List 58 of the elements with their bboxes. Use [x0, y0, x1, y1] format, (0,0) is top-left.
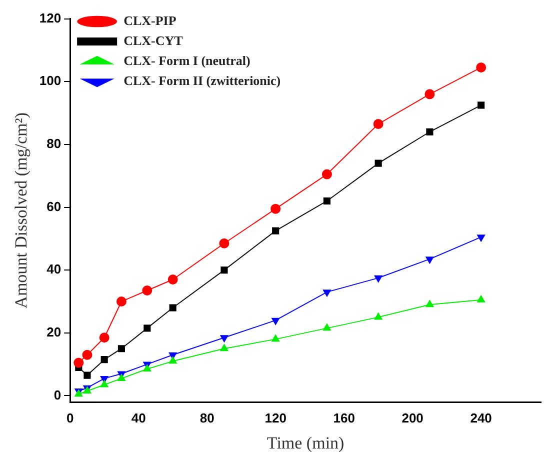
legend-label: CLX- Form II (zwitterionic): [124, 72, 281, 88]
point: [476, 234, 486, 242]
x-tick-label: 120: [264, 410, 286, 426]
point: [374, 160, 382, 167]
point: [100, 380, 109, 388]
legend-label: CLX-PIP: [124, 12, 176, 28]
point: [169, 304, 176, 312]
point: [84, 372, 91, 379]
point: [220, 335, 229, 343]
point: [425, 256, 434, 264]
point: [219, 238, 230, 248]
y-tick-label: 0: [54, 387, 62, 402]
point: [168, 274, 178, 284]
x-tick-label: 0: [66, 410, 74, 426]
point: [74, 358, 84, 368]
x-tick-label: 40: [131, 410, 146, 426]
point: [271, 318, 280, 326]
point: [142, 285, 152, 296]
y-tick-label: 60: [46, 198, 62, 214]
point: [220, 266, 228, 274]
point: [142, 364, 152, 372]
point: [424, 89, 435, 100]
x-tick-label: 240: [470, 410, 492, 426]
point: [168, 356, 178, 364]
x-tick-label: 200: [402, 410, 424, 426]
y-axis-title: Amount Dissolved (mg/cm²): [12, 112, 31, 308]
point: [374, 312, 383, 320]
point: [82, 350, 92, 360]
point: [272, 227, 280, 234]
point: [323, 197, 330, 205]
point: [116, 296, 126, 306]
y-tick-label: 80: [46, 136, 62, 152]
point: [476, 294, 486, 302]
y-tick-label: 100: [39, 73, 62, 88]
point: [322, 169, 332, 180]
y-tick-label: 20: [46, 324, 62, 340]
x-axis-title: Time (min): [266, 433, 344, 452]
y-tick-label: 120: [39, 10, 62, 26]
legend-label: CLX- Form I (neutral): [124, 52, 250, 68]
point: [374, 275, 383, 283]
point: [426, 128, 434, 136]
point: [271, 334, 280, 342]
point: [100, 356, 108, 364]
point: [99, 332, 110, 343]
point: [220, 344, 229, 352]
point: [478, 102, 485, 109]
point: [118, 345, 125, 352]
point: [425, 300, 434, 308]
point: [322, 290, 332, 298]
point: [270, 204, 281, 214]
point: [373, 119, 384, 130]
x-tick-label: 80: [200, 410, 214, 426]
x-tick-label: 160: [333, 410, 355, 426]
point: [322, 323, 332, 331]
point: [476, 62, 486, 72]
y-tick-label: 40: [46, 262, 62, 277]
point: [144, 324, 151, 332]
legend-label: CLX-CYT: [124, 32, 184, 48]
